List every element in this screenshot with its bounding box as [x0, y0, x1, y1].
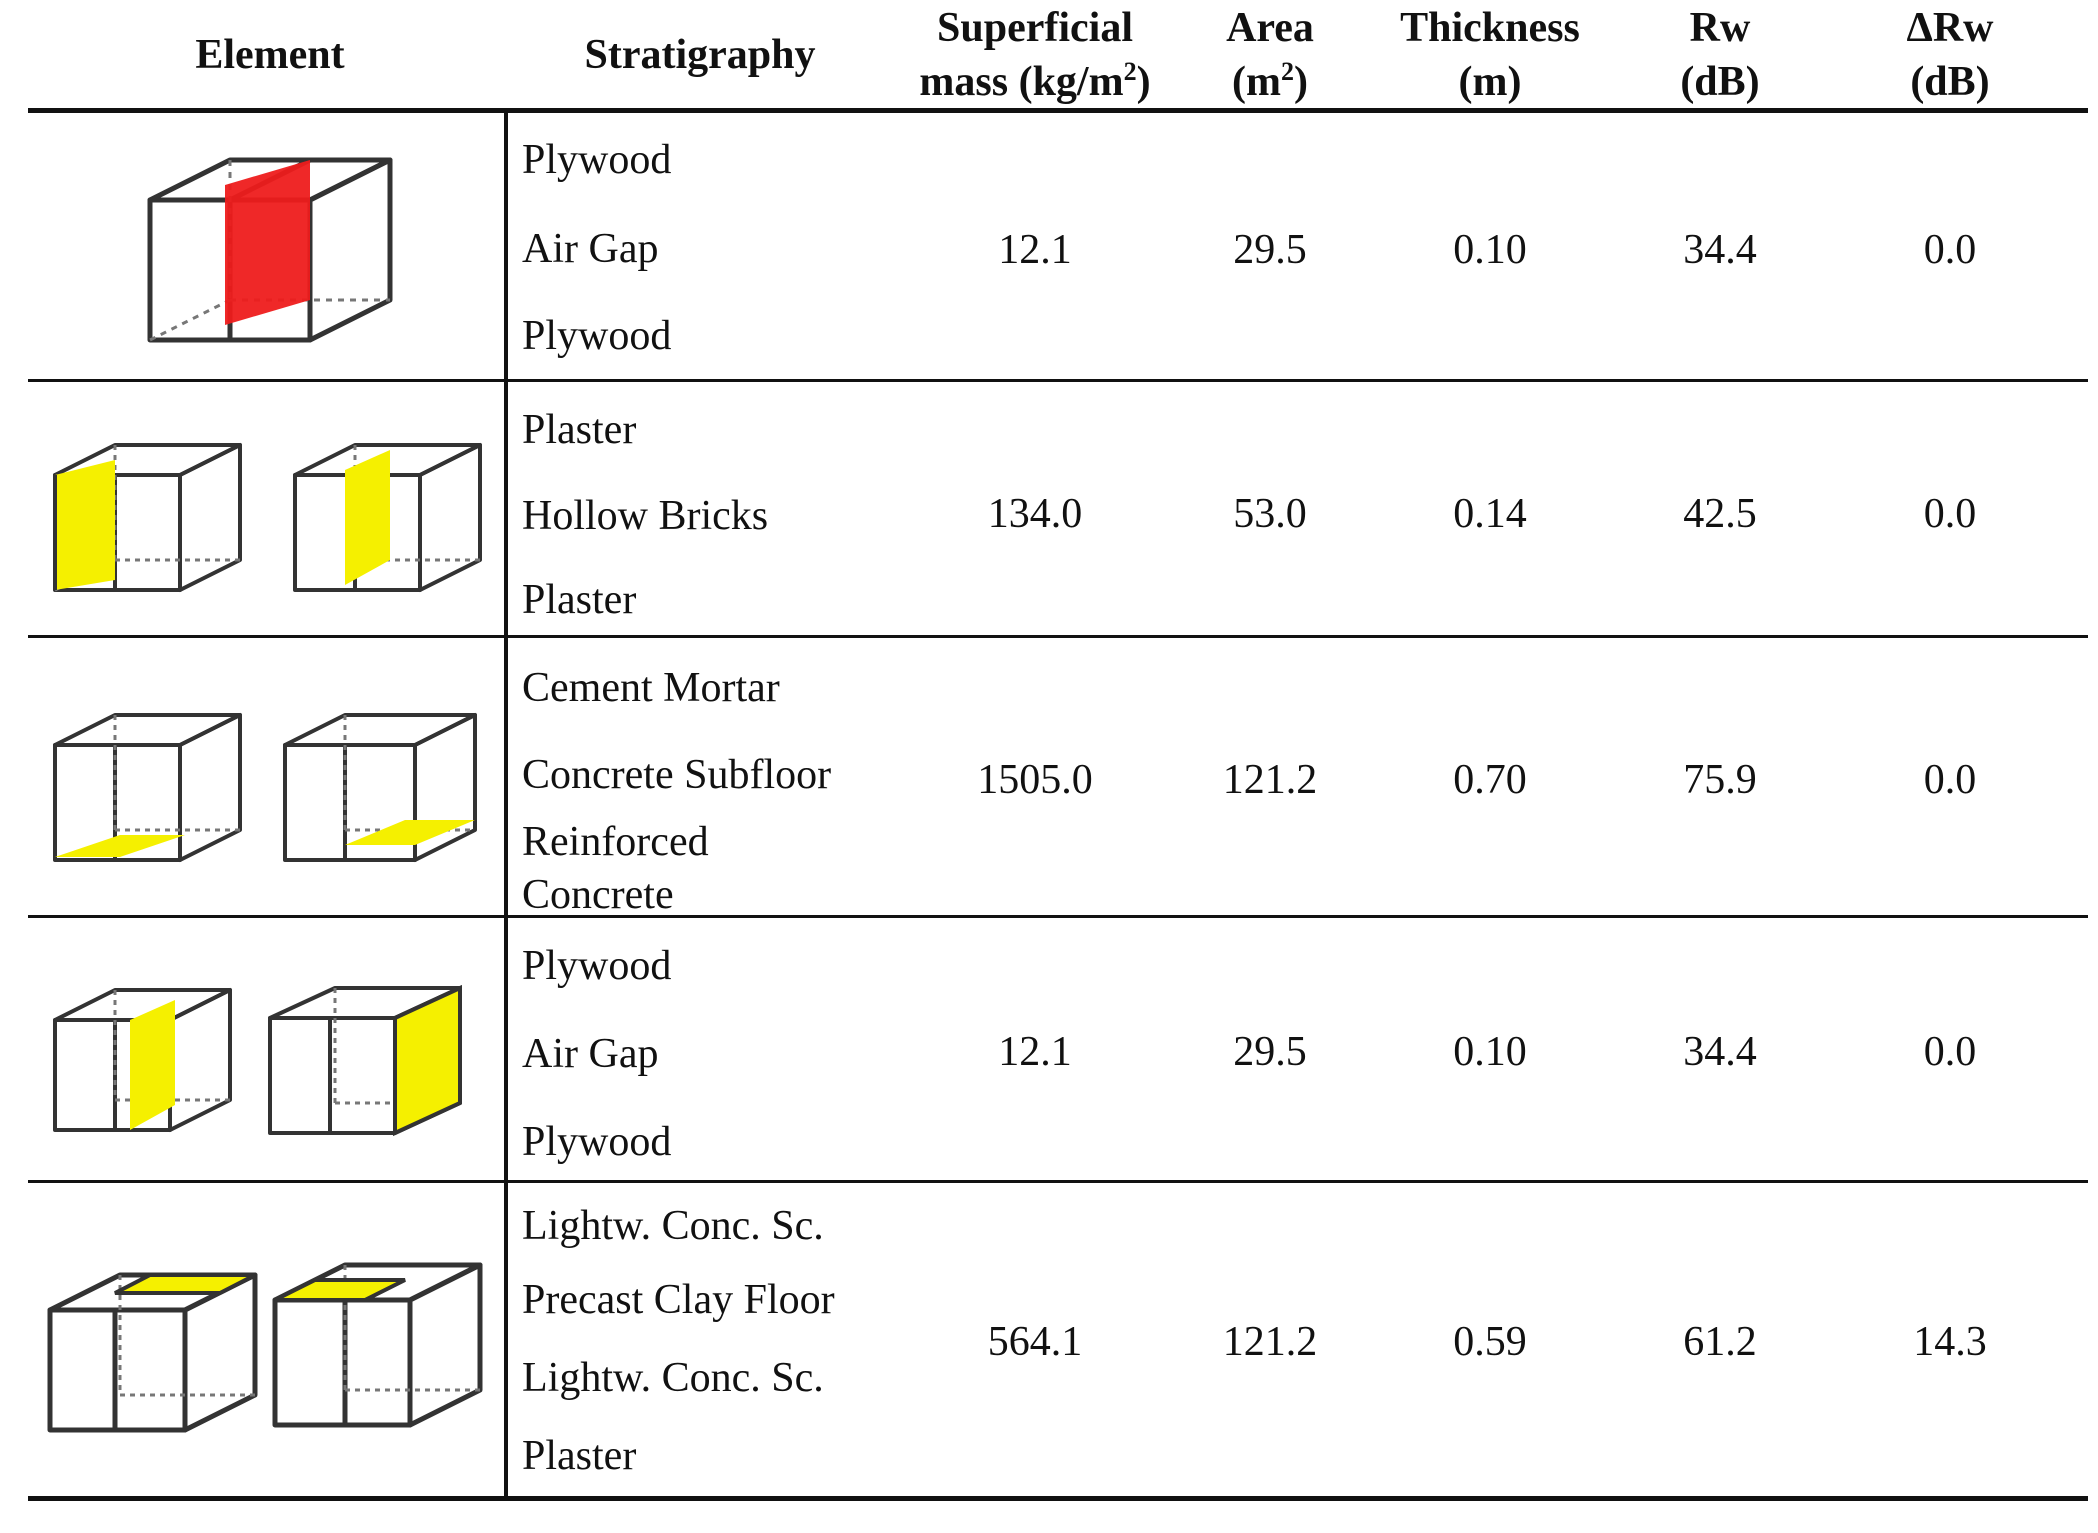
mass-value: 1505.0	[977, 757, 1093, 803]
thickness-value: 0.70	[1453, 757, 1527, 803]
box-red-partition-icon	[147, 157, 393, 343]
area-value: 121.2	[1222, 1319, 1318, 1365]
stratigraphy-layer: Plywood	[522, 137, 672, 183]
row-divider	[28, 915, 2088, 918]
row-divider	[28, 635, 2088, 638]
stratigraphy-layer: Cement Mortar	[522, 665, 780, 711]
stratigraphy-layer: Plaster	[522, 577, 637, 623]
thickness-value: 0.10	[1453, 1029, 1527, 1075]
delta-rw-value: 0.0	[1923, 491, 1977, 537]
header-delta-rw: ΔRw (dB)	[1906, 5, 1994, 105]
delta-rw-value: 0.0	[1923, 757, 1977, 803]
stratigraphy-layer: Precast Clay Floor	[522, 1277, 835, 1323]
stratigraphy-layer: Air Gap	[522, 1031, 659, 1077]
box-yellow-floor-icon	[53, 713, 242, 862]
rw-value: 34.4	[1683, 227, 1757, 273]
box-yellow-wall-icon	[293, 443, 482, 592]
rw-value: 61.2	[1683, 1319, 1757, 1365]
thickness-value: 0.14	[1453, 491, 1527, 537]
header-element: Element	[195, 32, 345, 78]
rw-value: 42.5	[1683, 491, 1757, 537]
stratigraphy-layer: Plywood	[522, 1119, 672, 1165]
thickness-value: 0.10	[1453, 227, 1527, 273]
stratigraphy-layer: Concrete Subfloor	[522, 752, 832, 798]
stratigraphy-layer: Plywood	[522, 313, 672, 359]
rw-value: 34.4	[1683, 1029, 1757, 1075]
stratigraphy-layer: Plywood	[522, 943, 672, 989]
stratigraphy-layer: Hollow Bricks	[522, 493, 769, 539]
header-thickness: Thickness (m)	[1400, 5, 1580, 105]
thickness-value: 0.59	[1453, 1319, 1527, 1365]
rw-value: 75.9	[1683, 757, 1757, 803]
row-divider	[28, 1180, 2088, 1183]
stratigraphy-layer: Plaster	[522, 407, 637, 453]
stratigraphy-layer: Concrete	[522, 872, 674, 918]
mass-value: 12.1	[998, 227, 1072, 273]
stratigraphy-layer: Lightw. Conc. Sc.	[522, 1355, 824, 1401]
mass-value: 12.1	[998, 1029, 1072, 1075]
area-value: 53.0	[1233, 491, 1307, 537]
stratigraphy-layer: Plaster	[522, 1433, 637, 1479]
stratigraphy-layer: Air Gap	[522, 226, 659, 272]
box-yellow-ceiling-icon	[272, 1262, 483, 1428]
mass-value: 134.0	[987, 491, 1083, 537]
stratigraphy-layer: Reinforced	[522, 819, 709, 865]
box-yellow-partition-icon	[268, 984, 462, 1137]
area-value: 29.5	[1233, 1029, 1307, 1075]
row-divider	[28, 379, 2088, 382]
delta-rw-value: 14.3	[1913, 1319, 1987, 1365]
bottom-rule	[28, 1496, 2088, 1501]
delta-rw-value: 0.0	[1923, 227, 1977, 273]
delta-rw-value: 0.0	[1923, 1029, 1977, 1075]
header-superficial-mass: Superficial mass (kg/m2)	[919, 5, 1151, 105]
header-rw: Rw (dB)	[1680, 5, 1760, 105]
header-rule	[28, 108, 2088, 113]
box-yellow-partition-icon	[53, 988, 232, 1132]
header-area: Area (m2)	[1226, 5, 1314, 105]
header-stratigraphy: Stratigraphy	[584, 32, 816, 78]
stratigraphy-layer: Lightw. Conc. Sc.	[522, 1203, 824, 1249]
box-yellow-wall-icon	[53, 443, 242, 592]
box-yellow-ceiling-icon	[47, 1272, 258, 1433]
area-value: 121.2	[1222, 757, 1318, 803]
column-divider	[504, 112, 508, 1500]
box-yellow-floor-icon	[283, 713, 477, 862]
mass-value: 564.1	[987, 1319, 1083, 1365]
area-value: 29.5	[1233, 227, 1307, 273]
